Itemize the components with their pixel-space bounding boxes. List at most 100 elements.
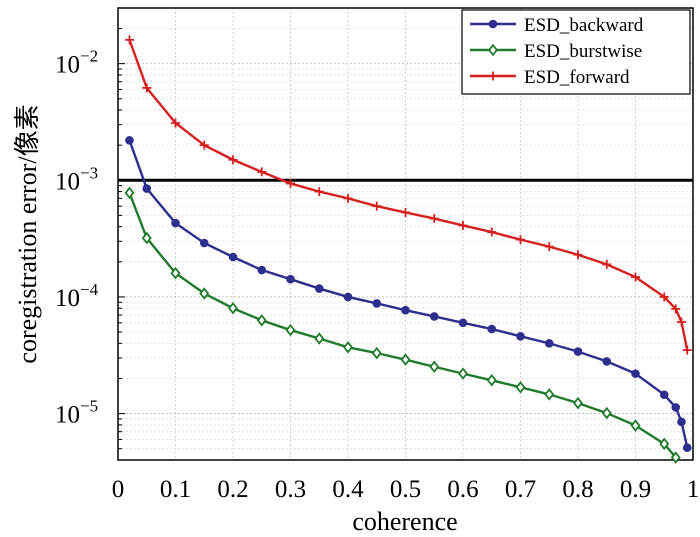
data-point [228, 155, 238, 165]
data-point [458, 220, 468, 230]
data-point [487, 324, 497, 334]
data-point [682, 443, 692, 452]
data-point [401, 207, 410, 217]
data-point [659, 292, 669, 302]
data-point [671, 304, 681, 314]
data-point [515, 381, 526, 394]
data-point [487, 227, 497, 237]
series-layer [124, 35, 692, 464]
x-tick-label: 0 [112, 476, 125, 503]
data-point [199, 238, 209, 248]
data-point [601, 406, 612, 420]
x-tick-label: 0.5 [390, 476, 421, 503]
data-point [314, 284, 324, 293]
data-point [142, 83, 152, 93]
x-tick-label: 0.3 [275, 476, 306, 503]
x-tick-label: 0.2 [217, 476, 248, 503]
series-line [128, 139, 689, 448]
data-point [677, 317, 686, 327]
data-point [631, 369, 640, 378]
legend-label: ESD_burstwise [524, 41, 642, 62]
x-axis-label: coherence [352, 507, 457, 536]
y-tick-label: 10−2 [55, 47, 98, 79]
data-point [516, 235, 525, 245]
legend-entry: ESD_forward [470, 67, 630, 88]
data-point [228, 252, 238, 262]
legend-marker [488, 43, 498, 57]
data-point [602, 259, 612, 269]
data-point [228, 302, 238, 315]
data-point [314, 332, 325, 345]
data-point [142, 184, 152, 193]
data-point [257, 265, 267, 275]
legend-label: ESD_backward [524, 15, 644, 36]
data-point [199, 140, 209, 150]
series-esd-forward [125, 35, 692, 355]
data-point [544, 388, 555, 401]
data-point [371, 346, 382, 360]
series-esd-burstwise [124, 186, 681, 464]
data-point [401, 305, 410, 315]
data-point [171, 118, 180, 128]
legend-label: ESD_forward [524, 67, 630, 88]
data-point [124, 186, 135, 200]
data-point [670, 451, 681, 464]
data-point [429, 214, 439, 224]
data-point [677, 417, 686, 427]
data-point [671, 403, 681, 412]
data-point [682, 345, 692, 355]
data-point [458, 367, 468, 380]
x-tick-label: 0.1 [160, 476, 191, 503]
data-point [400, 353, 411, 366]
x-tick-label: 0.4 [332, 476, 364, 503]
data-point [125, 136, 134, 145]
y-tick-label: 10−4 [55, 280, 99, 312]
data-point [516, 331, 525, 341]
y-axis-label: coregistration error/像素 [13, 104, 42, 363]
data-point [343, 341, 353, 354]
data-point [573, 250, 583, 260]
data-point [429, 360, 440, 374]
data-point [286, 178, 295, 188]
data-point [486, 374, 497, 387]
data-point [659, 437, 670, 451]
data-point [602, 357, 612, 366]
data-point [257, 167, 267, 177]
series-esd-backward [125, 136, 692, 452]
legend: ESD_backward ESD_burstwise ESD_forward [461, 9, 691, 95]
data-point [256, 314, 267, 327]
y-tick-label: 10−3 [55, 163, 98, 195]
data-point [573, 347, 583, 356]
data-point [125, 35, 134, 45]
legend-entry: ESD_burstwise [470, 41, 642, 62]
data-point [343, 292, 353, 302]
data-point [573, 396, 583, 410]
data-point [199, 287, 210, 300]
x-tick-label: 0.6 [447, 476, 478, 503]
data-point [141, 231, 152, 245]
data-point [458, 318, 468, 328]
legend-marker [488, 19, 498, 29]
x-tick-label: 1 [687, 476, 700, 503]
data-point [171, 218, 180, 228]
data-point [170, 266, 181, 280]
data-point [314, 187, 324, 197]
x-tick-label: 0.7 [505, 476, 536, 503]
series-line [128, 192, 677, 459]
data-point [631, 272, 640, 282]
legend-marker [488, 71, 498, 81]
x-tick-label: 0.8 [562, 476, 593, 503]
y-tick-label: 10−5 [55, 397, 98, 429]
plot-frame [117, 7, 694, 461]
data-point [285, 323, 296, 337]
data-point [343, 193, 353, 203]
data-point [659, 390, 669, 400]
data-point [286, 274, 295, 284]
data-point [372, 201, 382, 211]
data-point [544, 242, 554, 252]
x-tick-label: 0.9 [620, 476, 651, 503]
data-point [372, 299, 382, 308]
tick-labels: 0 0.1 0.2 0.3 0.4 0.5 0.6 0.7 0.8 0.9 1 10−2 10−3 10−… [55, 47, 699, 503]
data-point [544, 339, 554, 348]
